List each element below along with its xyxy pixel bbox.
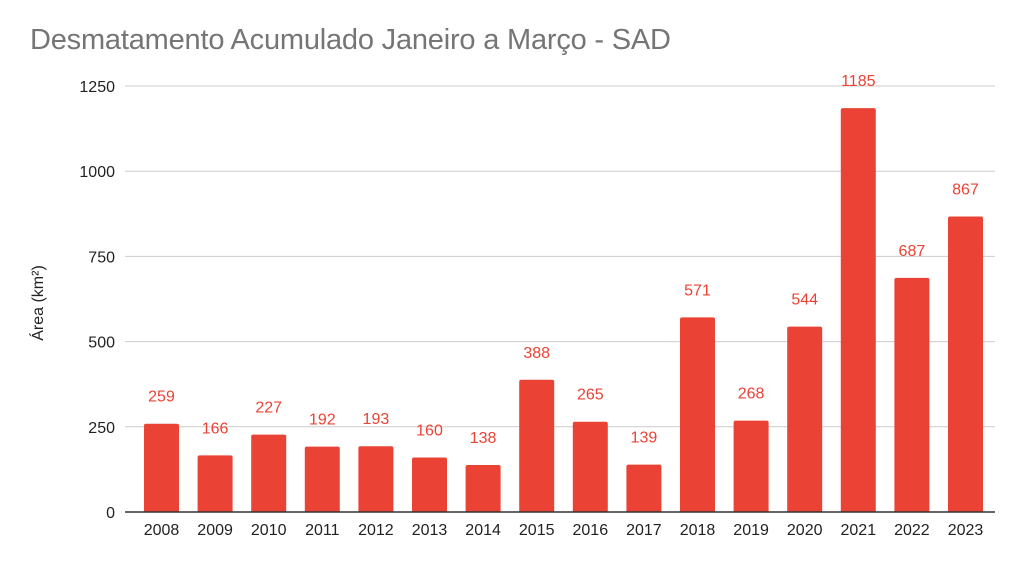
x-tick-label: 2019 bbox=[733, 522, 769, 539]
y-tick-label: 1000 bbox=[79, 164, 115, 181]
bars bbox=[144, 108, 983, 512]
x-tick-label: 2023 bbox=[948, 522, 984, 539]
x-tick-label: 2016 bbox=[573, 522, 609, 539]
x-axis-ticks: 2008 2009 2010 2011 2012 2013 2014 2015 2016 2017… bbox=[144, 522, 984, 539]
x-tick-label: 2012 bbox=[358, 522, 394, 539]
x-tick-label: 2022 bbox=[894, 522, 930, 539]
x-tick-label: 2011 bbox=[305, 522, 340, 539]
data-label: 1185 bbox=[841, 73, 876, 90]
bar-2014[interactable] bbox=[465, 464, 501, 512]
y-axis-title: Área (km²) bbox=[28, 265, 47, 341]
x-tick-label: 2020 bbox=[787, 522, 823, 539]
data-label: 139 bbox=[631, 430, 658, 447]
data-label: 138 bbox=[470, 430, 497, 447]
bar-2023[interactable] bbox=[948, 216, 983, 512]
bar-2013[interactable] bbox=[412, 457, 447, 512]
data-label: 227 bbox=[255, 400, 282, 417]
data-labels: 259 166 227 192 193 160 138 388 265 139 571 268 544 1… bbox=[148, 73, 979, 447]
bar-2008[interactable] bbox=[144, 423, 179, 512]
data-label: 867 bbox=[952, 182, 979, 199]
data-label: 544 bbox=[791, 292, 818, 309]
bar-2010[interactable] bbox=[251, 434, 287, 512]
y-tick-label: 500 bbox=[88, 335, 115, 352]
data-label: 259 bbox=[148, 389, 175, 406]
x-tick-label: 2013 bbox=[412, 522, 448, 539]
bar-2019[interactable] bbox=[733, 420, 769, 512]
bar-2017[interactable] bbox=[626, 464, 662, 512]
x-tick-label: 2014 bbox=[465, 522, 501, 539]
bar-2015[interactable] bbox=[519, 379, 555, 512]
data-label: 687 bbox=[899, 243, 926, 260]
bar-2022[interactable] bbox=[894, 277, 930, 512]
y-tick-label: 0 bbox=[106, 505, 115, 522]
chart-title: Desmatamento Acumulado Janeiro a Março -… bbox=[30, 24, 671, 56]
y-tick-label: 750 bbox=[88, 249, 115, 266]
data-label: 160 bbox=[416, 422, 443, 439]
x-tick-label: 2017 bbox=[626, 522, 662, 539]
x-tick-label: 2018 bbox=[680, 522, 716, 539]
data-label: 193 bbox=[363, 411, 390, 428]
y-tick-label: 250 bbox=[88, 420, 115, 437]
bar-2009[interactable] bbox=[197, 455, 233, 512]
y-axis-ticks: 0 250 500 750 1000 1250 bbox=[79, 79, 115, 522]
data-label: 192 bbox=[309, 412, 336, 429]
bar-2011[interactable] bbox=[304, 446, 340, 512]
bar-2016[interactable] bbox=[572, 421, 608, 512]
x-tick-label: 2010 bbox=[251, 522, 287, 539]
data-label: 166 bbox=[202, 420, 229, 437]
x-tick-label: 2021 bbox=[841, 522, 877, 539]
data-label: 268 bbox=[738, 386, 765, 403]
x-tick-label: 2009 bbox=[197, 522, 233, 539]
data-label: 571 bbox=[684, 282, 711, 299]
data-label: 388 bbox=[523, 345, 550, 362]
y-tick-label: 1250 bbox=[79, 79, 115, 96]
bar-2012[interactable] bbox=[358, 446, 394, 512]
bar-2020[interactable] bbox=[787, 326, 823, 512]
bar-2018[interactable] bbox=[680, 317, 715, 512]
data-label: 265 bbox=[577, 387, 604, 404]
x-tick-label: 2015 bbox=[519, 522, 555, 539]
bar-2021[interactable] bbox=[840, 108, 876, 512]
x-tick-label: 2008 bbox=[144, 522, 180, 539]
